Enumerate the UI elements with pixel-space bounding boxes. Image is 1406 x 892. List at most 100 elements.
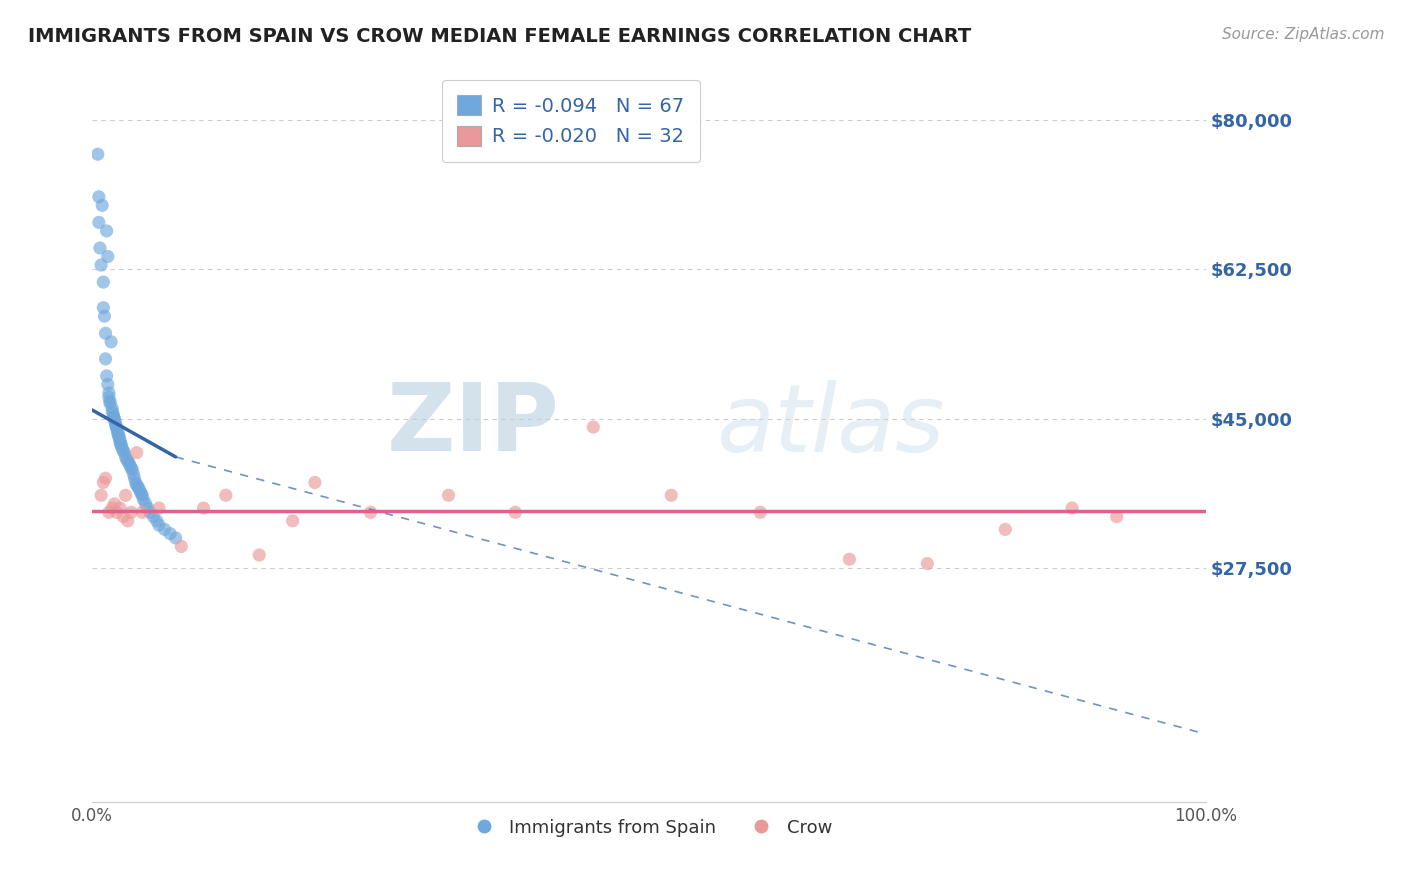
Point xyxy=(148,501,170,516)
Point xyxy=(118,456,141,470)
Point xyxy=(114,488,136,502)
Point xyxy=(98,394,121,409)
Point xyxy=(114,445,136,459)
Point xyxy=(90,488,112,502)
Point xyxy=(103,407,125,421)
Point xyxy=(1105,509,1128,524)
Point xyxy=(115,452,138,467)
Point xyxy=(131,505,153,519)
Point xyxy=(87,215,110,229)
Point xyxy=(360,505,382,519)
Point xyxy=(117,514,139,528)
Point xyxy=(129,483,152,498)
Point xyxy=(104,418,127,433)
Point xyxy=(87,190,110,204)
Point xyxy=(125,478,148,492)
Point xyxy=(94,326,117,341)
Point xyxy=(98,396,121,410)
Point xyxy=(91,475,114,490)
Point xyxy=(108,501,131,516)
Point xyxy=(118,458,141,473)
Point xyxy=(111,442,134,456)
Point xyxy=(94,351,117,366)
Point xyxy=(93,309,115,323)
Point xyxy=(101,401,124,416)
Point xyxy=(91,275,114,289)
Point xyxy=(105,422,128,436)
Point xyxy=(108,433,131,447)
Point xyxy=(124,475,146,490)
Point xyxy=(132,492,155,507)
Point xyxy=(749,505,772,519)
Point xyxy=(101,501,124,516)
Point xyxy=(97,505,120,519)
Legend: Immigrants from Spain, Crow: Immigrants from Spain, Crow xyxy=(458,812,839,844)
Point xyxy=(97,390,120,404)
Point xyxy=(89,241,111,255)
Point xyxy=(1062,501,1084,516)
Point xyxy=(124,471,146,485)
Point xyxy=(281,514,304,528)
Point xyxy=(104,416,127,430)
Point xyxy=(994,522,1017,536)
Point xyxy=(131,488,153,502)
Point xyxy=(107,425,129,439)
Point xyxy=(136,501,159,516)
Point xyxy=(91,301,114,315)
Point xyxy=(103,409,125,424)
Point xyxy=(94,471,117,485)
Point xyxy=(145,514,167,528)
Point xyxy=(121,463,143,477)
Point xyxy=(128,482,150,496)
Point xyxy=(120,505,142,519)
Point xyxy=(505,505,527,519)
Point xyxy=(247,548,270,562)
Point xyxy=(105,420,128,434)
Point xyxy=(97,386,120,401)
Point xyxy=(129,486,152,500)
Text: ZIP: ZIP xyxy=(387,379,560,471)
Point xyxy=(165,531,187,545)
Point xyxy=(105,505,128,519)
Point xyxy=(139,505,162,519)
Point xyxy=(96,368,118,383)
Point xyxy=(108,430,131,444)
Point xyxy=(114,450,136,464)
Point xyxy=(153,522,176,536)
Point xyxy=(193,501,215,516)
Point xyxy=(659,488,682,502)
Point xyxy=(90,258,112,272)
Point xyxy=(120,461,142,475)
Point xyxy=(112,444,135,458)
Point xyxy=(107,426,129,441)
Point xyxy=(135,497,157,511)
Point xyxy=(103,413,125,427)
Point xyxy=(96,224,118,238)
Point xyxy=(148,518,170,533)
Point xyxy=(917,557,939,571)
Point xyxy=(159,526,181,541)
Point xyxy=(91,198,114,212)
Point xyxy=(108,428,131,442)
Point xyxy=(103,497,125,511)
Text: IMMIGRANTS FROM SPAIN VS CROW MEDIAN FEMALE EARNINGS CORRELATION CHART: IMMIGRANTS FROM SPAIN VS CROW MEDIAN FEM… xyxy=(28,27,972,45)
Point xyxy=(100,334,122,349)
Point xyxy=(122,467,145,481)
Point xyxy=(142,509,165,524)
Text: atlas: atlas xyxy=(716,380,943,471)
Point xyxy=(112,509,135,524)
Point xyxy=(110,437,132,451)
Point xyxy=(101,405,124,419)
Point xyxy=(127,480,149,494)
Point xyxy=(582,420,605,434)
Point xyxy=(437,488,460,502)
Text: Source: ZipAtlas.com: Source: ZipAtlas.com xyxy=(1222,27,1385,42)
Point xyxy=(110,439,132,453)
Point xyxy=(304,475,326,490)
Point xyxy=(170,540,193,554)
Point xyxy=(838,552,860,566)
Point xyxy=(215,488,238,502)
Point xyxy=(108,435,131,450)
Point xyxy=(125,445,148,459)
Point xyxy=(103,411,125,425)
